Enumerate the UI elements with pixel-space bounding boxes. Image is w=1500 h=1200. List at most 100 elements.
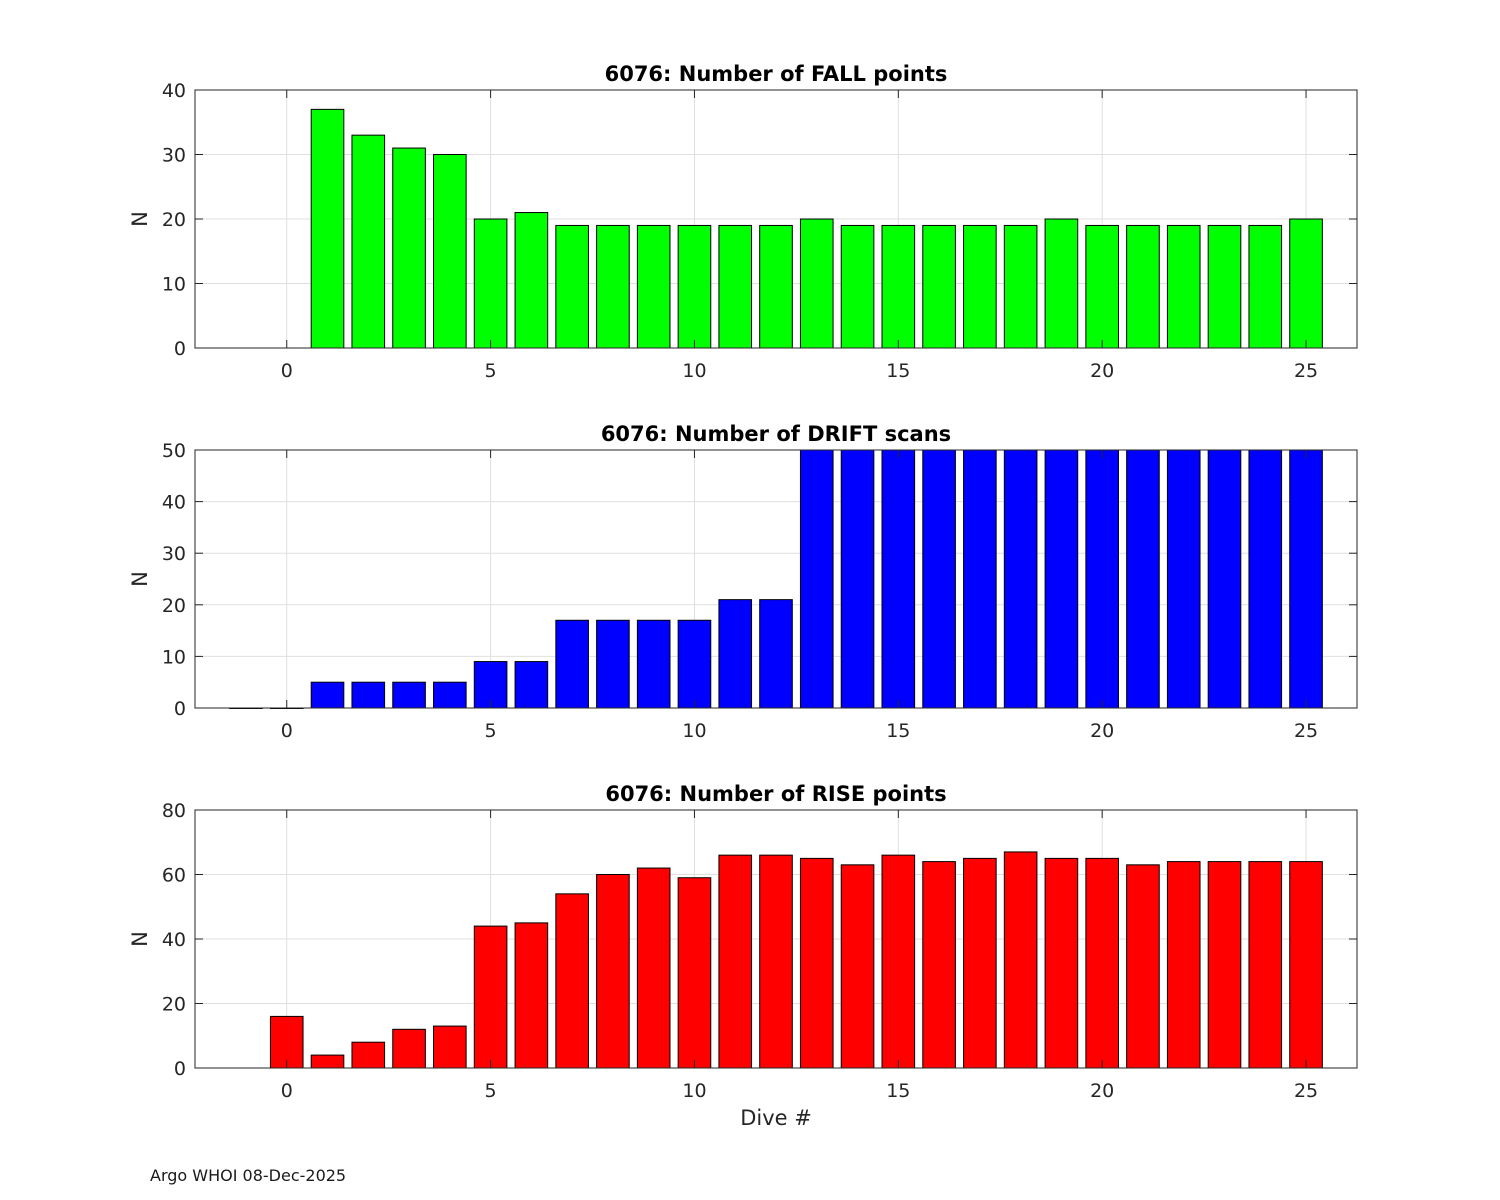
bar (677, 224, 712, 349)
x-tick-label: 15 (886, 720, 910, 742)
bar (1003, 851, 1038, 1069)
x-tick-label: 10 (682, 1080, 706, 1102)
bar (596, 874, 630, 1069)
bar (269, 1015, 304, 1069)
bar (922, 449, 956, 709)
bar (1289, 218, 1323, 349)
y-tick-label: 0 (174, 338, 186, 360)
y-tick-label: 10 (162, 274, 186, 296)
bar (1044, 218, 1079, 349)
bar (881, 224, 916, 349)
bar (1248, 861, 1283, 1069)
bar (1207, 449, 1242, 709)
bar (799, 857, 834, 1069)
y-tick-label: 40 (162, 929, 186, 951)
chart-title: 6076: Number of RISE points (605, 782, 946, 806)
bar (799, 449, 834, 709)
bar (1085, 857, 1119, 1069)
bar (759, 224, 793, 349)
bar (555, 619, 589, 709)
bar (840, 864, 875, 1069)
y-tick-label: 30 (162, 543, 186, 565)
footer-stamp: Argo WHOI 08-Dec-2025 (150, 1166, 347, 1185)
bar (351, 134, 386, 349)
bar (881, 854, 916, 1069)
bar (351, 1041, 386, 1069)
y-axis-label: N (128, 931, 152, 947)
bar (718, 224, 753, 349)
x-tick-label: 20 (1090, 360, 1114, 382)
bar (555, 893, 589, 1069)
x-axis-label: Dive # (740, 1106, 812, 1130)
bar (433, 154, 467, 349)
bar (718, 599, 753, 709)
bar (1126, 224, 1160, 349)
x-tick-label: 5 (485, 360, 497, 382)
axes-box (194, 449, 1358, 709)
bar (392, 681, 426, 709)
bar (840, 449, 875, 709)
bar (310, 1054, 345, 1069)
bar (1085, 224, 1119, 349)
bar (473, 218, 508, 349)
bar (759, 854, 793, 1069)
x-tick-label: 25 (1294, 1080, 1318, 1102)
bar (759, 599, 793, 709)
bar (310, 681, 345, 709)
chart-panel-1: 0 5 10 15 20 25 0 10 20 30 40 6076: Number of FALL … (128, 62, 1358, 382)
bar (922, 861, 956, 1069)
bar (1166, 449, 1201, 709)
bar (1003, 224, 1038, 349)
bar (433, 1025, 467, 1069)
x-tick-label: 25 (1294, 720, 1318, 742)
chart-panel-2: 0 5 10 15 20 25 0 10 20 30 40 50 6076: Number of DRI… (128, 422, 1358, 742)
bar (310, 108, 345, 349)
bar (473, 925, 508, 1069)
y-tick-label: 80 (162, 800, 186, 822)
bar (636, 619, 671, 709)
bar (1289, 449, 1323, 709)
bar (596, 224, 630, 349)
bar (392, 147, 426, 349)
bar (840, 224, 875, 349)
bar (922, 224, 956, 349)
bar (351, 681, 386, 709)
x-tick-label: 15 (886, 360, 910, 382)
x-tick-label: 20 (1090, 1080, 1114, 1102)
x-tick-label: 25 (1294, 360, 1318, 382)
y-tick-label: 40 (162, 492, 186, 514)
y-axis-label: N (128, 571, 152, 587)
bar (963, 224, 997, 349)
bar (718, 854, 753, 1069)
bar (636, 224, 671, 349)
bar (1166, 861, 1201, 1069)
y-tick-label: 30 (162, 145, 186, 167)
bar (636, 867, 671, 1069)
x-tick-label: 10 (682, 360, 706, 382)
bar (1289, 861, 1323, 1069)
chart-panel-3: 0 5 10 15 20 25 0 20 40 60 80 6076: Number of RISE … (128, 782, 1358, 1130)
x-tick-label: 0 (281, 720, 293, 742)
y-tick-label: 60 (162, 865, 186, 887)
bar (1044, 857, 1079, 1069)
y-tick-label: 10 (162, 646, 186, 668)
x-tick-label: 15 (886, 1080, 910, 1102)
bar (392, 1028, 426, 1069)
bar (1126, 864, 1160, 1069)
x-tick-label: 0 (281, 360, 293, 382)
y-tick-label: 20 (162, 209, 186, 231)
y-tick-label: 40 (162, 80, 186, 102)
bar (1248, 224, 1283, 349)
bar (596, 619, 630, 709)
bar (514, 212, 549, 349)
bar (514, 661, 549, 709)
bar (1044, 449, 1079, 709)
bar (1126, 449, 1160, 709)
bar (677, 619, 712, 709)
x-tick-label: 20 (1090, 720, 1114, 742)
chart-title: 6076: Number of FALL points (605, 62, 948, 86)
x-tick-label: 5 (485, 720, 497, 742)
bar (881, 449, 916, 709)
bar (555, 224, 589, 349)
